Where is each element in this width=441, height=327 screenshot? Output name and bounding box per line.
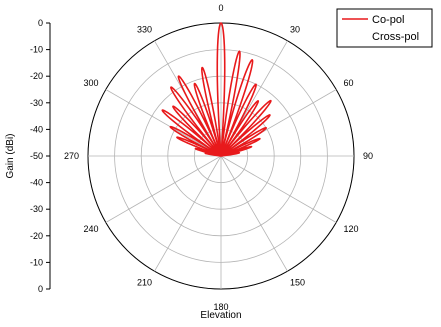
angle-label: 270	[64, 151, 79, 161]
radial-tick-label: 0	[38, 284, 43, 294]
radial-tick-label: -20	[30, 71, 43, 81]
radial-tick-label: -10	[30, 45, 43, 55]
angle-label: 30	[290, 25, 300, 35]
legend-label: Cross-pol	[372, 31, 419, 43]
angle-label: 90	[363, 151, 373, 161]
radial-tick-label: -30	[30, 204, 43, 214]
series-line-co-pol	[161, 22, 272, 157]
angle-label: 240	[84, 224, 99, 234]
y-axis-label: Gain (dBi)	[5, 133, 16, 178]
legend-label: Co-pol	[372, 14, 404, 26]
angle-label: 300	[84, 78, 99, 88]
x-axis-label: Elevation	[200, 310, 241, 321]
angle-label: 150	[290, 277, 305, 287]
angle-label: 0	[218, 3, 223, 13]
radial-tick-label: -30	[30, 98, 43, 108]
legend: Co-pol Cross-pol	[336, 8, 433, 48]
angle-label: 330	[137, 25, 152, 35]
grid-spoke	[105, 155, 222, 223]
grid-spoke	[220, 155, 337, 223]
angle-label: 60	[343, 78, 353, 88]
data-series	[161, 22, 272, 157]
radial-tick-label: -40	[30, 178, 43, 188]
radial-tick-label: -50	[30, 151, 43, 161]
radial-axis: 0 -10 -20 -30 -40 -50 -40 -30 -20 -10 0	[30, 18, 51, 294]
angle-labels: 0 30 60 90 120 150 180 210 240 270 300 330	[64, 3, 373, 312]
legend-box	[336, 8, 433, 48]
radial-tick-label: -10	[30, 257, 43, 267]
radial-tick-label: -40	[30, 124, 43, 134]
grid-spoke	[105, 89, 222, 157]
grid-spoke	[220, 155, 288, 272]
radial-tick-label: -20	[30, 231, 43, 241]
angle-label: 120	[343, 224, 358, 234]
angle-label: 210	[137, 277, 152, 287]
grid-spoke	[154, 155, 222, 272]
radial-tick-label: 0	[38, 18, 43, 28]
angle-label: 180	[213, 302, 228, 312]
